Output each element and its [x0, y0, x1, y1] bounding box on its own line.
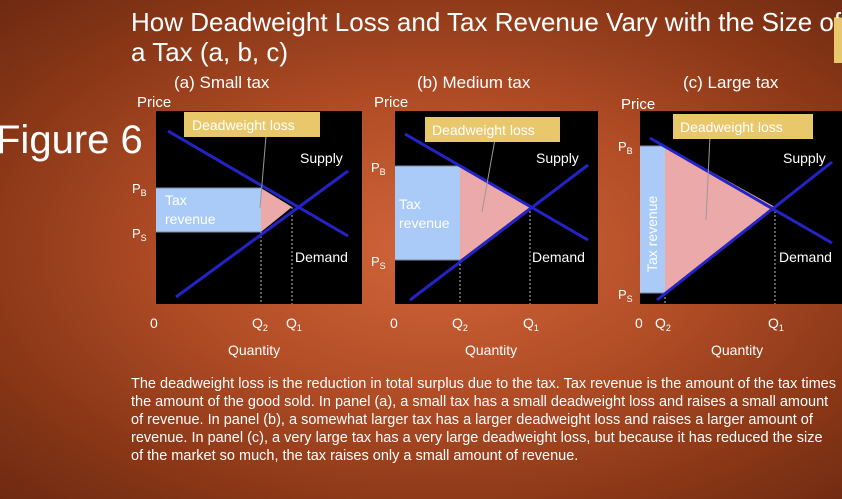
figure-label: Figure 6 [0, 118, 143, 162]
panel-c-x-label: Quantity [711, 342, 763, 358]
panel-c-supply-curve [656, 160, 833, 302]
panel-a-supply-label: Supply [300, 150, 343, 166]
panel-a-title: (a) Small tax [174, 73, 270, 92]
panel-c-dwl-callout [673, 114, 813, 139]
panel-c-y-label: Price [621, 96, 655, 113]
panel-b-tax-revenue-area [395, 166, 460, 260]
panel-b-dwl-pointer [481, 138, 496, 213]
panel-b-revenue-label-2: revenue [399, 215, 450, 231]
panel-c-title: (c) Large tax [683, 73, 779, 92]
panel-b-y-label: Price [374, 94, 408, 111]
panel-b-origin: 0 [390, 315, 398, 331]
panel-a-revenue-label-1: Tax [165, 192, 187, 208]
caption-text: The deadweight loss is the reduction in … [131, 376, 836, 464]
panel-a-deadweight-loss-area [261, 188, 292, 232]
panel-b-pb-label: PB [371, 160, 386, 177]
slide-title: How Deadweight Loss and Tax Revenue Vary… [131, 7, 842, 67]
panel-b-x-label: Quantity [465, 342, 517, 358]
panel-a-dwl-label: Deadweight loss [192, 117, 295, 133]
panel-a-dwl-callout [184, 112, 320, 137]
panel-b-demand-curve [404, 132, 589, 242]
panel-a-origin: 0 [150, 315, 158, 331]
panel-c-origin: 0 [635, 315, 643, 331]
panel-c-demand-label: Demand [779, 249, 832, 265]
panel-a: (a) Small tax Price Deadweight loss Supp… [132, 73, 362, 358]
panel-c-dwl-label: Deadweight loss [680, 119, 783, 135]
panel-a-demand-label: Demand [295, 249, 348, 265]
panel-a-pb-label: PB [132, 181, 147, 198]
panel-a-supply-curve [175, 169, 349, 299]
panel-c-deadweight-loss-area [665, 146, 775, 293]
panel-b-revenue-label-1: Tax [399, 196, 421, 212]
panel-a-tax-revenue-area [156, 188, 261, 232]
panel-a-ps-label: PS [132, 226, 147, 243]
panel-b-supply-curve [409, 163, 589, 302]
panel-b-q1-label: Q1 [523, 315, 539, 333]
panel-a-y-label: Price [137, 94, 171, 111]
panel-c-dwl-pointer [705, 135, 711, 221]
panel-b-dwl-label: Deadweight loss [432, 122, 535, 138]
panel-c-demand-curve [649, 136, 833, 245]
panel-a-revenue-label-2: revenue [165, 211, 216, 227]
panel-b-supply-label: Supply [536, 150, 579, 166]
panel-c-q1-label: Q1 [768, 315, 784, 333]
panel-a-x-label: Quantity [228, 342, 280, 358]
panel-c-ps-label: PS [618, 287, 633, 304]
panel-c-revenue-label: Tax revenue [644, 196, 660, 272]
panel-c-tax-revenue-area [640, 146, 665, 293]
panel-c-supply-label: Supply [783, 150, 826, 166]
panel-a-q1-label: Q1 [286, 315, 302, 333]
panel-b-q2-label: Q2 [452, 315, 468, 333]
slide-edge-accent [834, 18, 842, 63]
panel-c-q2-label: Q2 [655, 315, 671, 333]
panel-b-demand-label: Demand [532, 249, 585, 265]
panel-a-demand-curve [167, 129, 349, 238]
panel-b-title: (b) Medium tax [417, 73, 531, 92]
panel-b-ps-label: PS [371, 254, 386, 271]
panel-c-pb-label: PB [618, 139, 633, 156]
panel-b: (b) Medium tax Price Deadweight loss Sup… [371, 73, 598, 358]
panel-b-dwl-callout [425, 117, 560, 142]
panel-a-q2-label: Q2 [252, 315, 268, 333]
panel-c: (c) Large tax Price Deadweight loss Supp… [618, 73, 842, 358]
panel-a-dwl-pointer [259, 135, 267, 209]
panel-b-deadweight-loss-area [460, 166, 530, 260]
